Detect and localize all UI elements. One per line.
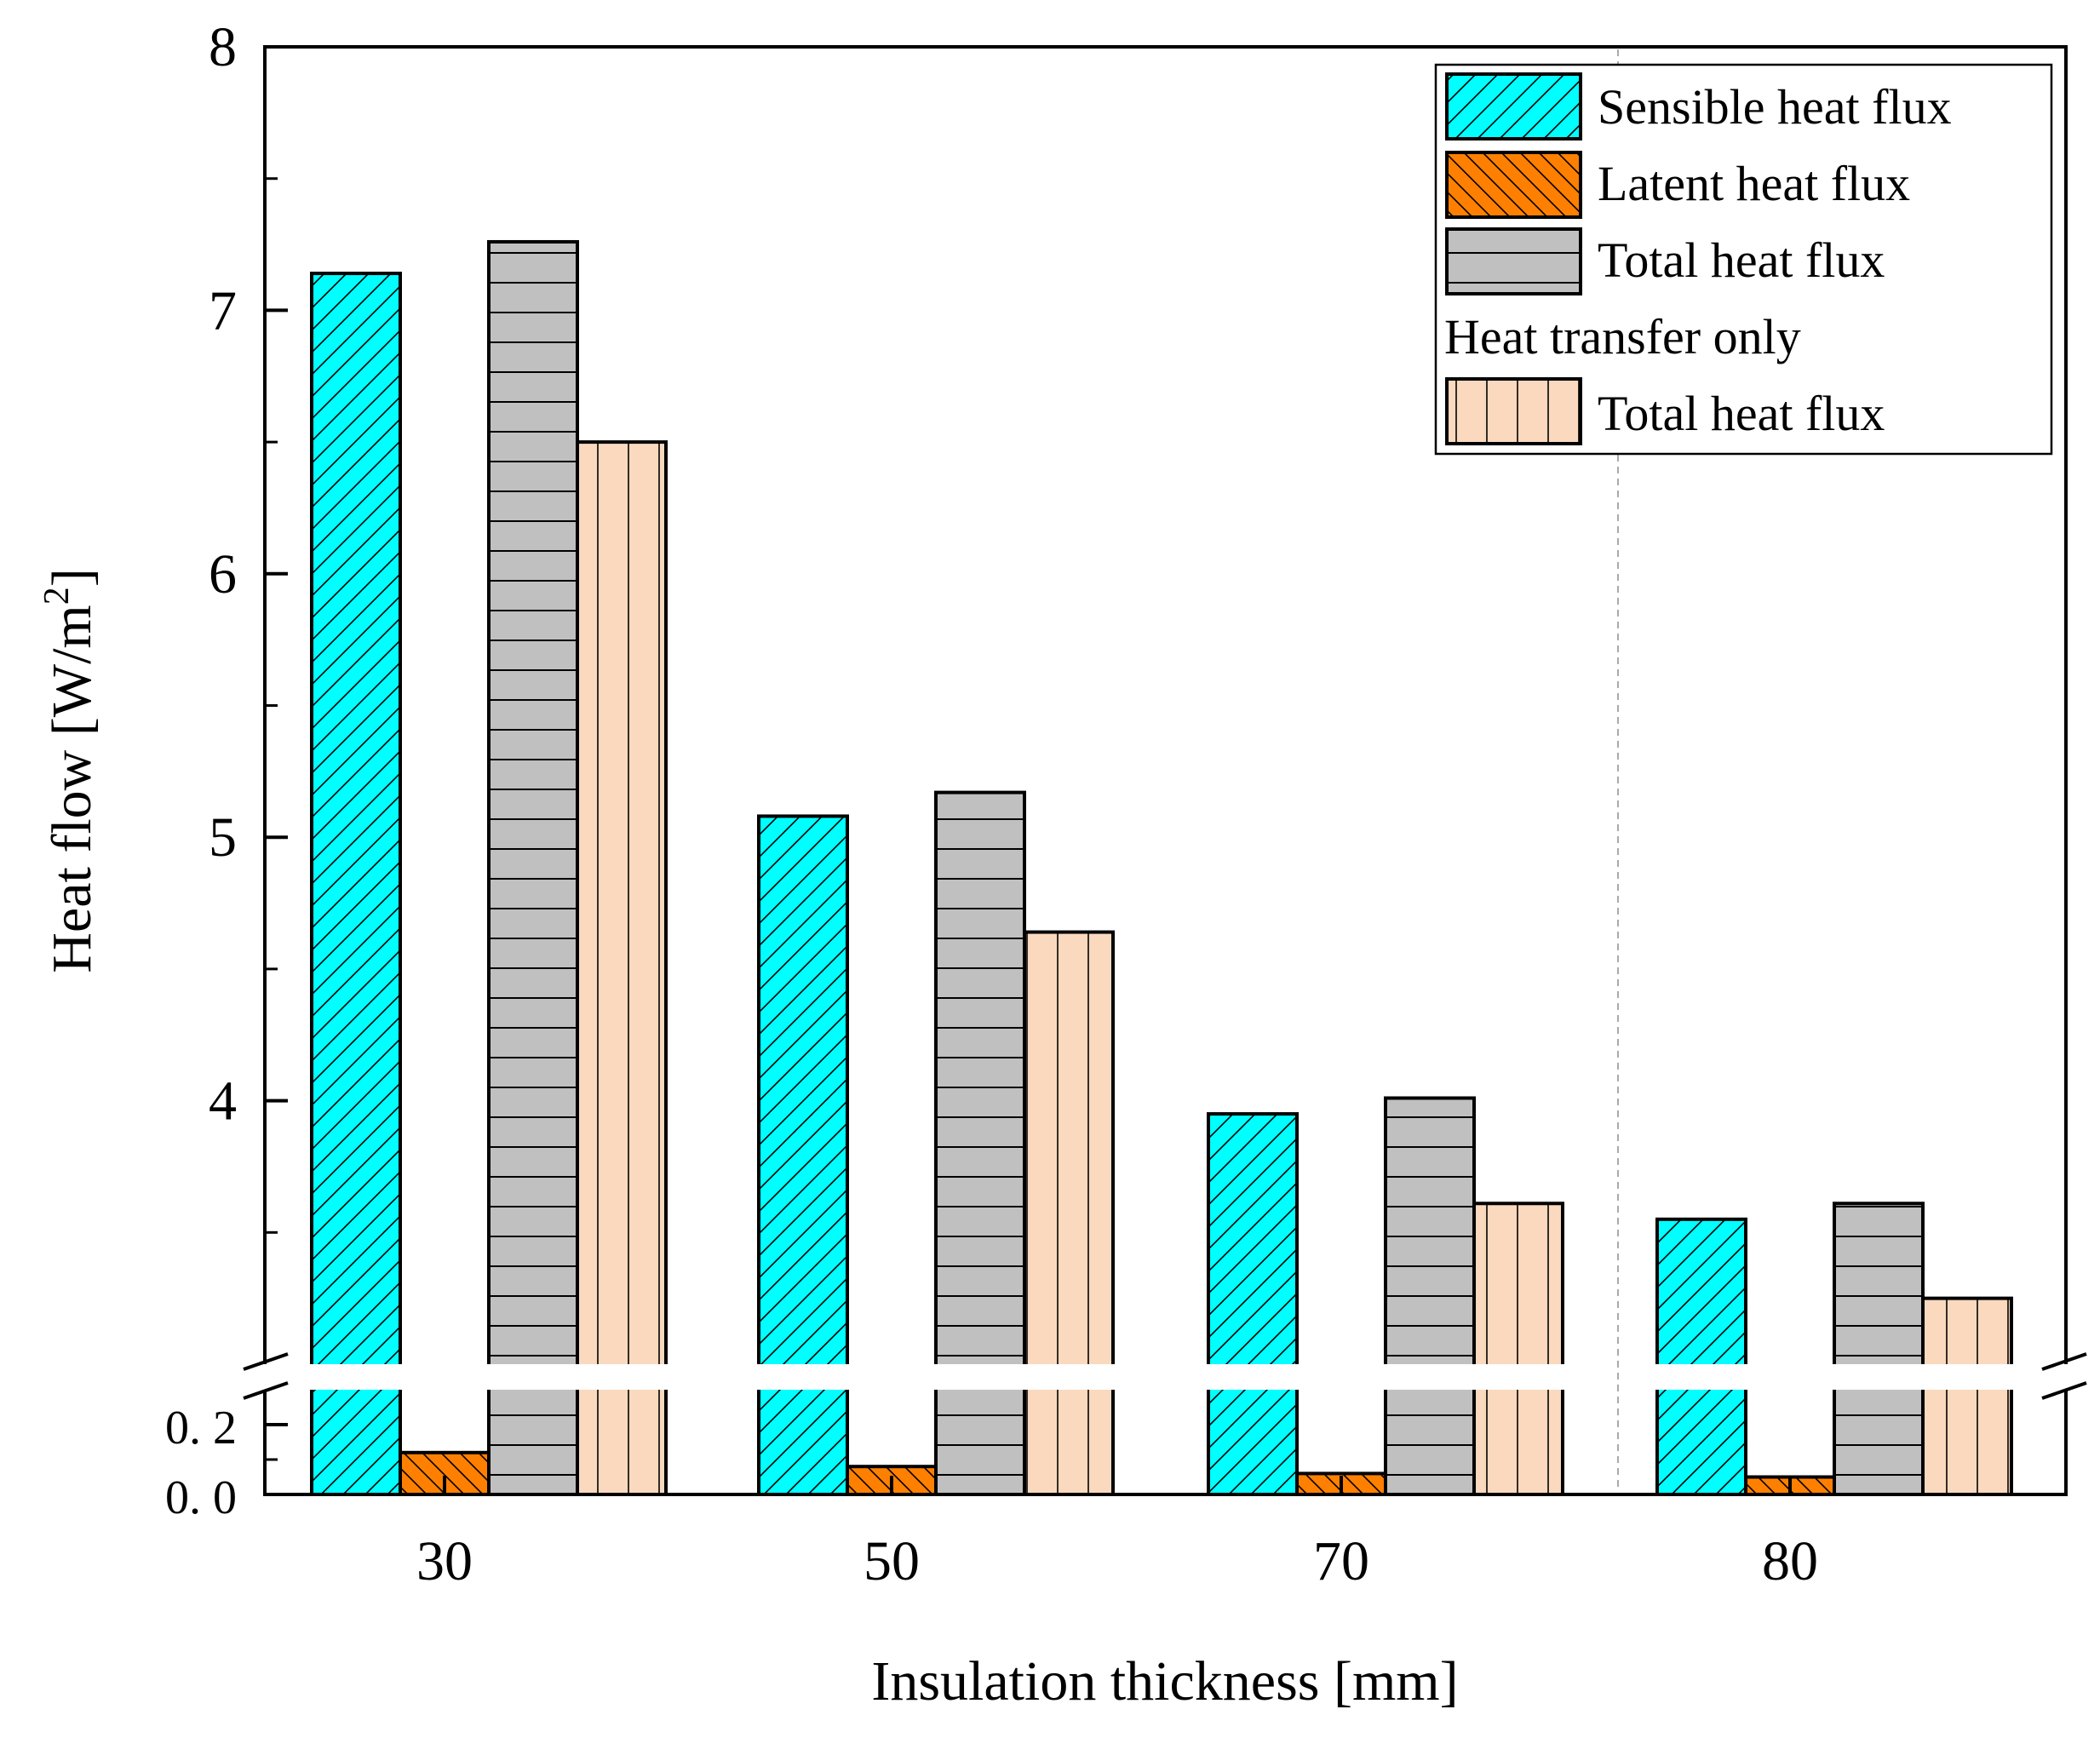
y-tick-label: 5	[209, 806, 237, 869]
bar-3-80	[1833, 1202, 1925, 1496]
y-axis-title-close: ]	[41, 568, 103, 587]
legend-label-total-heat-transfer-only: Total heat flux	[1598, 386, 1885, 441]
bar-4-70	[1472, 1202, 1564, 1496]
legend-swatch-latent-hatch	[1447, 152, 1581, 217]
legend: Sensible heat flux Latent heat flux Tota…	[1434, 63, 2053, 456]
x-tick-label: 80	[1762, 1530, 1818, 1592]
bar-pattern	[489, 241, 577, 1494]
bar-pattern	[1386, 1098, 1474, 1494]
axis-break-gap	[247, 1364, 2086, 1390]
x-axis: 30 50 70 80	[416, 1476, 1818, 1592]
legend-swatch-total-lines	[1447, 229, 1581, 294]
y-tick-label: 8	[209, 16, 237, 78]
bar-4-80	[1921, 1296, 2013, 1497]
y-tick-label: 7	[209, 279, 237, 341]
legend-label-latent: Latent heat flux	[1598, 156, 1910, 211]
y-tick-label: 6	[209, 543, 237, 605]
bar-1-30	[310, 272, 402, 1497]
bar-pattern	[1208, 1114, 1297, 1494]
legend-swatch-sensible-hatch	[1447, 74, 1581, 139]
y-axis-title-sup: 2	[37, 587, 77, 605]
x-tick-label: 30	[416, 1530, 473, 1592]
bar-pattern	[759, 816, 847, 1494]
bar-4-50	[1023, 930, 1115, 1496]
bar-1-80	[1655, 1217, 1747, 1496]
legend-swatch-total-heat-transfer-only-lines	[1447, 379, 1581, 444]
legend-group-label: Heat transfer only	[1444, 309, 1801, 364]
bar-pattern	[1657, 1219, 1746, 1494]
bar-pattern	[1474, 1203, 1563, 1494]
x-tick-label: 50	[864, 1530, 920, 1592]
bar-1-70	[1207, 1112, 1299, 1496]
y-tick-label: 4	[209, 1070, 237, 1133]
bar-4-30	[576, 440, 668, 1496]
bar-pattern	[1923, 1298, 2011, 1494]
bar-3-30	[487, 239, 579, 1496]
bar-pattern	[312, 273, 400, 1495]
y-tick-label-lower: 0. 2	[165, 1402, 237, 1454]
legend-label-sensible: Sensible heat flux	[1598, 79, 1952, 135]
x-axis-title: Insulation thickness [mm]	[871, 1650, 1458, 1712]
y-tick-label-lower: 0. 0	[165, 1471, 237, 1524]
y-axis: 4 5 6 7 8 0. 0 0. 2	[165, 16, 288, 1524]
axis-break-mark-left	[243, 1352, 289, 1400]
bar-3-70	[1384, 1096, 1476, 1496]
bar-pattern	[1024, 932, 1113, 1494]
y-axis-title-main: Heat flow [W/m	[41, 605, 103, 973]
plot-frame	[263, 45, 2068, 1496]
bar-2-30	[399, 1450, 491, 1497]
bar-pattern	[577, 442, 666, 1494]
bar-pattern	[1834, 1203, 1923, 1494]
x-tick-label: 70	[1313, 1530, 1369, 1592]
y-axis-title: Heat flow [W/m2]	[37, 568, 103, 973]
axis-break-mark-right	[2041, 1352, 2087, 1400]
bar-1-50	[757, 814, 849, 1496]
legend-label-total: Total heat flux	[1598, 232, 1885, 288]
